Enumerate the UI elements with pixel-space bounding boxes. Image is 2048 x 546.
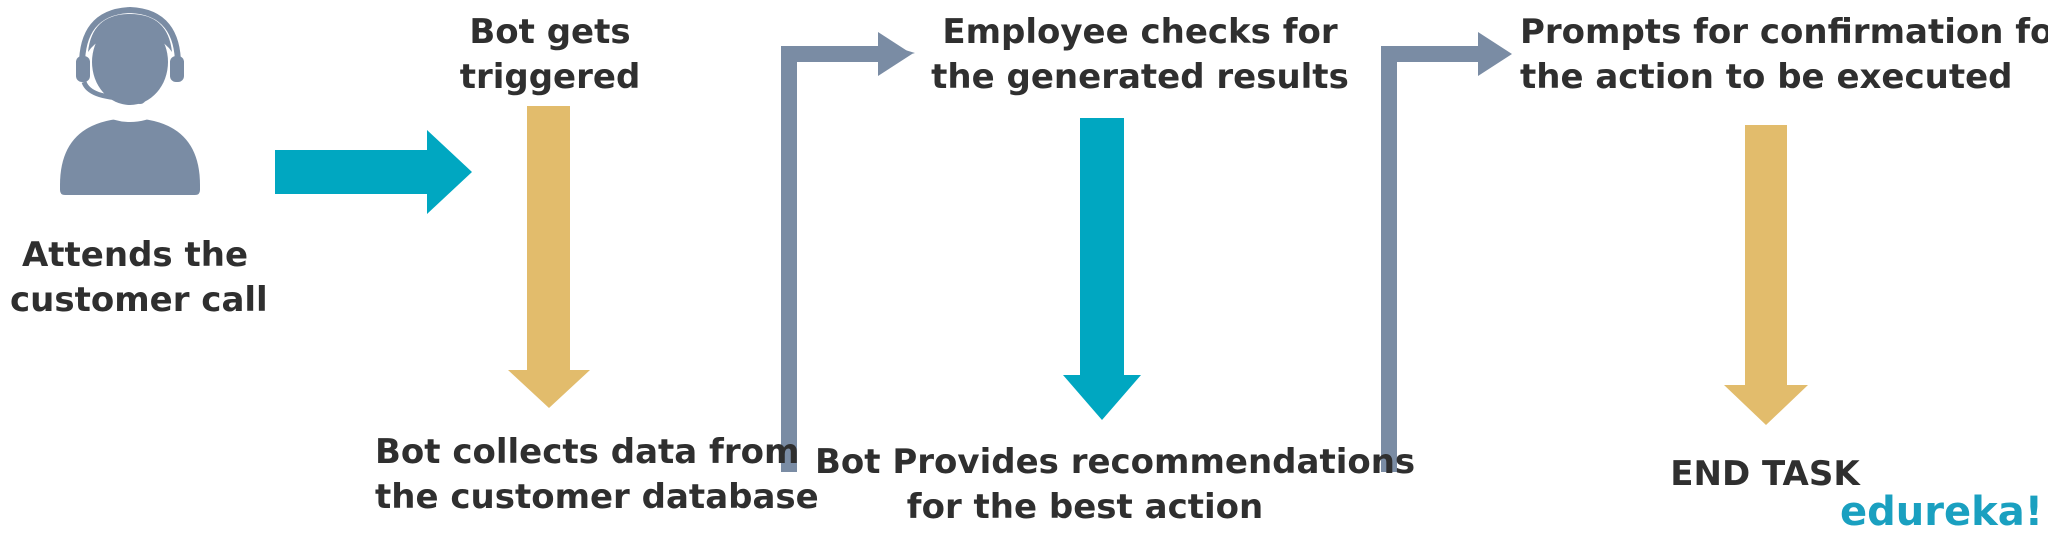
label-bot-provides: Bot Provides recommendations for the bes…: [815, 440, 1416, 530]
label-line: customer call: [10, 280, 268, 320]
label-line: triggered: [459, 57, 641, 97]
label-line: Prompts for confirmation for: [1520, 12, 2048, 52]
down-arrow-gold-1: [508, 106, 590, 408]
label-line: Bot collects data from: [375, 432, 800, 472]
label-line: the generated results: [931, 57, 1349, 97]
label-prompts-confirmation: Prompts for confirmation for the action …: [1520, 10, 2048, 100]
label-attends-call: Attends the customer call: [10, 233, 268, 323]
brand-logo-text: edureka!: [1840, 489, 2043, 535]
label-line: the customer database: [375, 477, 819, 517]
call-agent-icon: [60, 6, 200, 195]
label-line: Employee checks for: [942, 12, 1338, 52]
down-arrow-teal: [1063, 118, 1141, 420]
label-line: Bot gets: [469, 12, 631, 52]
connector-arrow-1: [781, 43, 915, 472]
connector-path-1: [781, 46, 882, 472]
label-employee-checks: Employee checks for the generated result…: [930, 10, 1350, 100]
label-line: Attends the: [21, 235, 248, 275]
label-bot-collects: Bot collects data from the customer data…: [375, 430, 819, 520]
label-end-task: END TASK: [1640, 452, 1890, 497]
connector-head-2: [1478, 32, 1512, 76]
label-bot-triggered: Bot gets triggered: [440, 10, 660, 100]
down-arrow-gold-2: [1724, 125, 1808, 425]
right-arrow-teal: [275, 130, 472, 214]
label-line: END TASK: [1670, 454, 1860, 494]
label-line: the action to be executed: [1520, 57, 2013, 97]
label-line: for the best action: [906, 487, 1264, 527]
connector-head-1: [878, 32, 912, 76]
label-line: Bot Provides recommendations: [815, 442, 1416, 482]
connector-path-2: [1381, 46, 1482, 472]
